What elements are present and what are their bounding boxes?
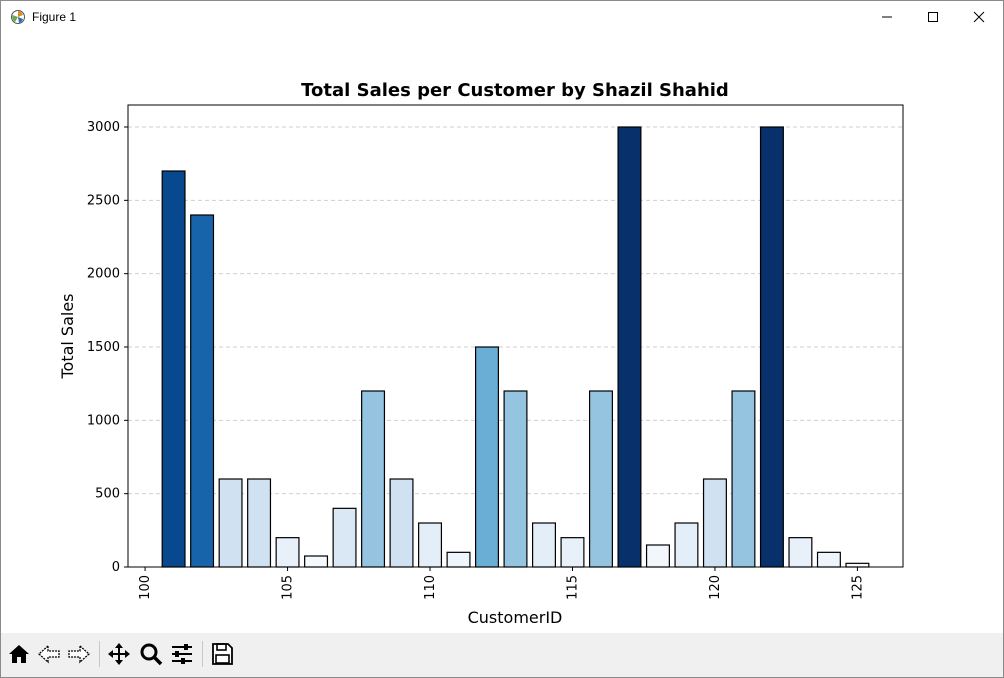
home-button[interactable] xyxy=(5,639,33,669)
toolbar-separator xyxy=(202,641,203,667)
bar xyxy=(702,478,727,568)
x-axis-label: CustomerID xyxy=(468,608,563,627)
y-tick-label: 500 xyxy=(95,487,120,502)
figure-canvas[interactable]: 0 500 1000 1500 2000 2500 3000 100 105 110 115 120 1… xyxy=(1,33,1003,633)
bar xyxy=(247,478,272,568)
bar xyxy=(275,537,300,568)
back-icon xyxy=(38,644,60,664)
bar xyxy=(617,126,642,568)
bar xyxy=(503,390,528,568)
save-button[interactable] xyxy=(208,639,236,669)
y-tick-label: 1000 xyxy=(87,413,120,428)
toolbar-separator xyxy=(99,641,100,667)
minimize-button[interactable] xyxy=(864,1,910,33)
x-tick-label: 110 xyxy=(423,575,438,600)
y-tick-label: 0 xyxy=(112,560,120,575)
x-tick-label: 115 xyxy=(565,575,580,600)
home-icon xyxy=(9,645,29,663)
bar xyxy=(731,390,756,568)
bars xyxy=(161,126,870,568)
bar xyxy=(218,478,243,568)
back-button[interactable] xyxy=(35,639,63,669)
window-title: Figure 1 xyxy=(32,10,77,24)
zoom-button[interactable] xyxy=(137,639,165,669)
bar-chart: 0 500 1000 1500 2000 2500 3000 100 105 110 115 120 1… xyxy=(58,80,904,627)
x-tick-label: 120 xyxy=(708,575,723,600)
bar xyxy=(560,537,585,568)
save-icon xyxy=(212,643,233,665)
title-bar[interactable]: Figure 1 xyxy=(1,1,1003,33)
bar xyxy=(845,562,870,568)
y-tick-label: 2000 xyxy=(87,267,120,282)
bar xyxy=(816,551,841,568)
configure-subplots-icon xyxy=(172,644,192,664)
x-tick-label: 125 xyxy=(850,575,865,600)
matplotlib-logo-icon xyxy=(11,10,25,24)
bar xyxy=(389,478,414,568)
bar xyxy=(588,390,613,568)
x-tick-label: 105 xyxy=(281,575,296,600)
zoom-icon xyxy=(140,643,163,666)
forward-icon xyxy=(68,644,90,664)
y-tick-label: 3000 xyxy=(87,120,120,135)
bar xyxy=(418,522,443,568)
maximize-icon xyxy=(928,12,938,22)
bar xyxy=(788,537,813,568)
forward-button[interactable] xyxy=(65,639,93,669)
bar xyxy=(161,170,186,568)
pan-button[interactable] xyxy=(105,639,133,669)
plot-frame xyxy=(127,104,904,568)
y-tick-label: 1500 xyxy=(87,340,120,355)
bar xyxy=(531,522,556,568)
axis-text: 0 500 1000 1500 2000 2500 3000 100 105 110 115 120 1… xyxy=(87,120,866,600)
pan-icon xyxy=(108,643,130,665)
y-axis-label: Total Sales xyxy=(58,293,77,379)
bar xyxy=(304,555,329,568)
bar xyxy=(332,507,357,568)
configure-subplots-button[interactable] xyxy=(168,639,196,669)
bar xyxy=(446,551,471,568)
x-tick-label: 100 xyxy=(138,575,153,600)
chart-title: Total Sales per Customer by Shazil Shahi… xyxy=(301,80,729,101)
bar xyxy=(475,346,500,568)
axes xyxy=(124,104,904,571)
close-icon xyxy=(973,11,985,23)
bar xyxy=(190,214,215,568)
maximize-button[interactable] xyxy=(910,1,956,33)
y-tick-label: 2500 xyxy=(87,193,120,208)
close-button[interactable] xyxy=(956,1,1002,33)
bar xyxy=(674,522,699,568)
bar xyxy=(361,390,386,568)
navigation-toolbar xyxy=(1,633,1003,677)
bar xyxy=(645,544,670,568)
bar xyxy=(759,126,784,568)
minimize-icon xyxy=(882,16,892,18)
